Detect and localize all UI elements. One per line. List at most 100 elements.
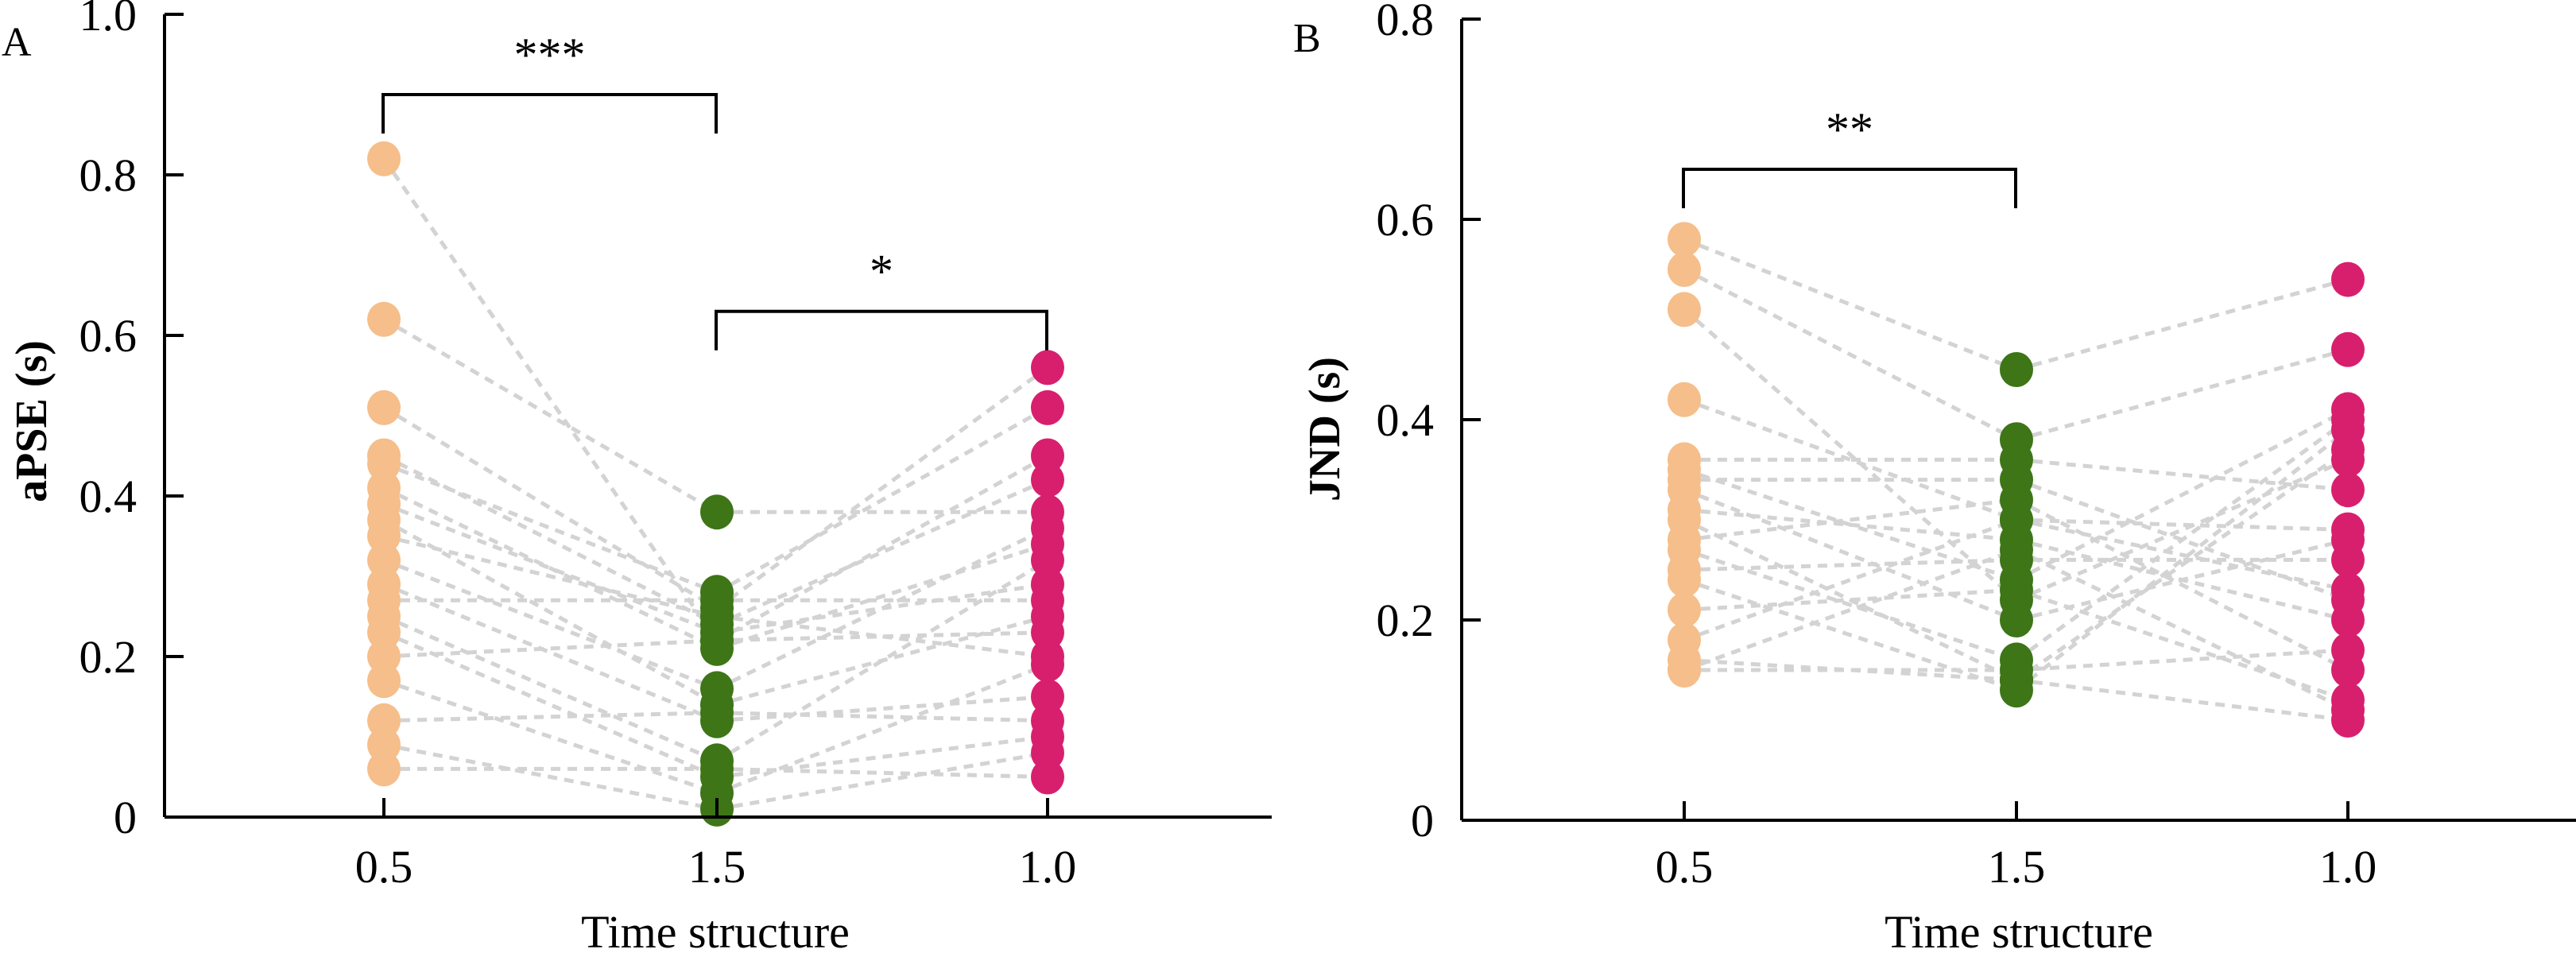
data-point-0-5 bbox=[367, 389, 401, 425]
significance-label: *** bbox=[514, 29, 586, 81]
pair-line bbox=[715, 558, 1049, 763]
significance-annotations: ** bbox=[1682, 103, 2017, 208]
significance-bracket bbox=[1682, 168, 2017, 208]
pair-line bbox=[715, 478, 1049, 626]
data-point-0-5 bbox=[1668, 292, 1701, 327]
data-point-0-5 bbox=[367, 751, 401, 787]
pair-line bbox=[382, 157, 719, 642]
pair-line bbox=[1683, 308, 2018, 602]
data-point-1-0 bbox=[1031, 735, 1064, 771]
pair-line bbox=[2016, 537, 2349, 622]
data-point-1-0 bbox=[1031, 510, 1064, 546]
pair-line bbox=[382, 486, 719, 651]
y-tick-label: 0.4 bbox=[1377, 394, 1435, 446]
data-point-0-5 bbox=[367, 727, 401, 763]
data-point-0-5 bbox=[367, 639, 401, 674]
data-point-1-5 bbox=[2000, 572, 2033, 608]
pair-line bbox=[2016, 517, 2349, 533]
y-tick-label: 0 bbox=[1411, 795, 1434, 846]
data-point-0-5 bbox=[367, 518, 401, 554]
pair-line bbox=[2016, 277, 2349, 372]
pair-line bbox=[2016, 517, 2349, 592]
data-point-1-0 bbox=[1031, 583, 1064, 618]
panel-a: A aPSE (s) Time structure 0 0.2 0.4 0.6 0.8 1… bbox=[2, 0, 1272, 953]
pair-line bbox=[1683, 498, 2017, 542]
data-point-1-0 bbox=[1031, 614, 1064, 650]
pair-line bbox=[716, 542, 1048, 651]
data-point-1-0 bbox=[2331, 261, 2365, 297]
pair-line bbox=[715, 366, 1049, 610]
data-point-1-5 bbox=[700, 671, 734, 707]
pair-line bbox=[715, 454, 1049, 642]
x-axis-title: Time structure bbox=[581, 906, 850, 953]
x-tick-label: 1.5 bbox=[688, 841, 746, 893]
y-tick-label: 0 bbox=[114, 792, 137, 843]
pair-line bbox=[1683, 517, 2018, 682]
pair-line bbox=[716, 711, 1048, 723]
data-point-1-5 bbox=[700, 622, 734, 658]
y-tick-label: 0.2 bbox=[1377, 595, 1435, 646]
data-point-1-0 bbox=[1031, 703, 1064, 738]
pair-line bbox=[382, 454, 719, 626]
pair-line bbox=[2015, 428, 2349, 692]
y-tick-label: 0.2 bbox=[79, 631, 138, 683]
pair-line bbox=[716, 695, 1048, 723]
data-point-1-0 bbox=[1031, 438, 1064, 474]
pair-line bbox=[383, 558, 718, 691]
pair-line bbox=[1683, 507, 2017, 542]
pair-line bbox=[2016, 457, 2349, 492]
pair-line bbox=[1683, 587, 2017, 612]
pair-line bbox=[2015, 447, 2349, 682]
pair-line bbox=[2015, 548, 2349, 712]
x-tick-label: 1.5 bbox=[1988, 841, 2046, 893]
data-point-1-0 bbox=[2331, 572, 2365, 608]
data-points bbox=[367, 141, 1064, 827]
pair-line bbox=[2016, 347, 2349, 442]
pair-line bbox=[716, 734, 1048, 779]
x-tick-label: 1.0 bbox=[2319, 841, 2377, 893]
data-point-0-5 bbox=[367, 446, 401, 482]
pair-line bbox=[2016, 678, 2349, 722]
y-tick-label: 0.6 bbox=[1377, 194, 1435, 246]
data-point-0-5 bbox=[1668, 252, 1701, 287]
data-point-1-0 bbox=[2331, 331, 2365, 367]
pair-line bbox=[382, 405, 719, 610]
data-point-1-0 bbox=[1031, 462, 1064, 498]
data-point-0-5 bbox=[367, 663, 401, 699]
data-point-1-0 bbox=[1031, 679, 1064, 715]
y-tick-label: 0.6 bbox=[79, 310, 138, 362]
data-point-0-5 bbox=[367, 614, 401, 650]
pair-line bbox=[383, 711, 718, 723]
pair-line bbox=[383, 678, 718, 796]
data-point-0-5 bbox=[367, 301, 401, 337]
pair-line bbox=[2015, 417, 2349, 662]
pair-line bbox=[715, 526, 1049, 691]
significance-label: ** bbox=[1826, 103, 1873, 156]
pair-line bbox=[2015, 408, 2349, 582]
pair-line bbox=[383, 638, 718, 659]
pair-line bbox=[382, 518, 719, 707]
data-point-1-0 bbox=[2331, 412, 2365, 447]
pair-line bbox=[1683, 517, 2017, 642]
pair-line bbox=[383, 614, 718, 763]
x-axis-title: Time structure bbox=[1885, 906, 2153, 953]
pair-line bbox=[383, 462, 718, 595]
panel-b: B JND (s) Time structure 0 0.2 0.4 0.6 0.8 0.… bbox=[1293, 0, 2576, 953]
data-point-0-5 bbox=[1668, 222, 1701, 258]
pair-line bbox=[2016, 648, 2349, 672]
pair-lines bbox=[382, 157, 1049, 812]
pair-line bbox=[1683, 397, 2017, 522]
pair-line bbox=[1683, 578, 2017, 692]
y-tick-label: 0.4 bbox=[79, 471, 138, 522]
data-point-0-5 bbox=[367, 703, 401, 738]
significance-bracket bbox=[715, 309, 1048, 351]
y-tick-label: 0.8 bbox=[79, 149, 138, 201]
x-tick-label: 0.5 bbox=[355, 841, 413, 893]
pair-lines bbox=[1683, 237, 2349, 722]
data-point-0-5 bbox=[367, 141, 401, 176]
data-point-1-0 bbox=[2331, 632, 2365, 668]
axes: 0 0.2 0.4 0.6 0.8 0.5 1.5 1.0 bbox=[1377, 0, 2576, 893]
pair-line bbox=[716, 630, 1048, 643]
pair-line bbox=[1683, 487, 2017, 622]
data-point-1-0 bbox=[1031, 647, 1064, 683]
